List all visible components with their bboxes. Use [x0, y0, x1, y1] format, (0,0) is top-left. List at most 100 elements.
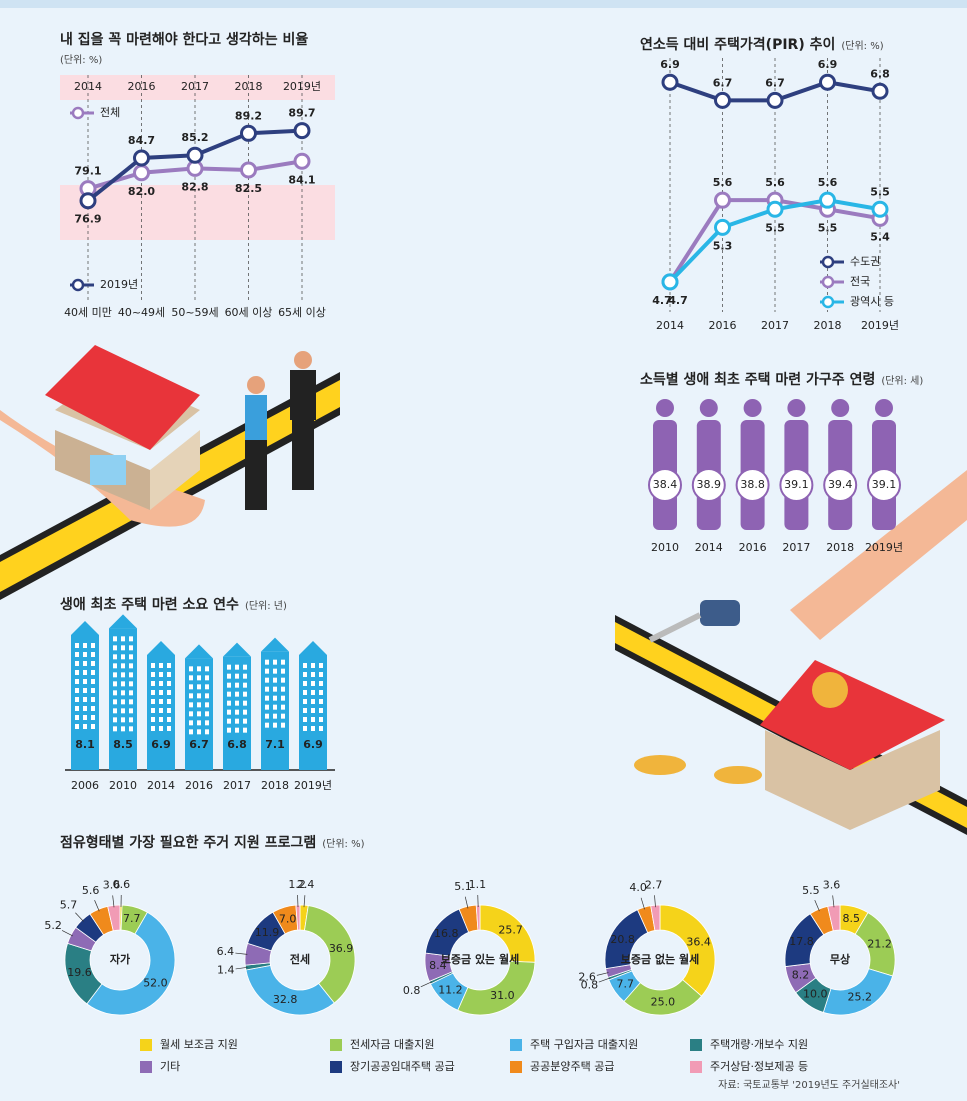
- window: [205, 693, 209, 699]
- window: [113, 681, 117, 687]
- window: [75, 643, 79, 648]
- header-band: [60, 75, 335, 100]
- window: [235, 727, 239, 733]
- window: [235, 691, 239, 697]
- leader-line: [464, 896, 469, 909]
- window: [129, 645, 133, 651]
- window: [167, 699, 171, 704]
- window: [319, 708, 323, 713]
- legend-marker: [821, 255, 835, 269]
- x-tick-label: 2017: [761, 319, 789, 332]
- window: [243, 673, 247, 679]
- window: [129, 690, 133, 696]
- window: [159, 708, 163, 713]
- data-label: 7.1: [265, 738, 285, 751]
- window: [90, 455, 126, 485]
- data-label: 25.0: [651, 995, 676, 1008]
- label-badge: [735, 468, 770, 502]
- bar-roof: [261, 637, 289, 652]
- x-tick-label: 2016: [739, 541, 767, 554]
- window: [83, 697, 87, 702]
- header-label: 2017: [181, 80, 209, 93]
- data-label: 6.7: [189, 738, 209, 751]
- donut-segment: [659, 904, 716, 997]
- bar-roof: [71, 621, 99, 635]
- donut-segment: [475, 904, 481, 931]
- window: [227, 718, 231, 724]
- window: [151, 690, 155, 695]
- window: [281, 677, 285, 683]
- window: [197, 675, 201, 681]
- chart-subtitle: (단위: %): [322, 837, 364, 850]
- window: [189, 729, 193, 735]
- data-label: 6.4: [217, 945, 235, 958]
- data-label: 36.4: [686, 935, 711, 948]
- window: [235, 664, 239, 670]
- data-label: 11.2: [438, 984, 463, 997]
- x-tick-label: 2006: [71, 779, 99, 792]
- window: [83, 715, 87, 720]
- data-label: 5.1: [454, 880, 472, 893]
- point: [766, 91, 784, 109]
- data-label: 25.2: [848, 991, 873, 1004]
- data-label: 79.1: [74, 165, 101, 178]
- bar: [71, 635, 99, 770]
- x-tick-label: 40세 미만: [64, 306, 112, 319]
- donut-segment: [107, 904, 121, 932]
- window: [121, 654, 125, 660]
- leader-line: [814, 899, 820, 912]
- window: [273, 695, 277, 701]
- person: [245, 440, 267, 510]
- window: [113, 708, 117, 714]
- data-label: 4.7: [652, 294, 672, 307]
- window: [205, 720, 209, 726]
- window: [235, 709, 239, 715]
- data-label: 4.0: [629, 881, 647, 894]
- legend-label: 2019년: [100, 278, 138, 291]
- window: [311, 726, 315, 731]
- window: [91, 724, 95, 729]
- data-label: 6.9: [303, 738, 323, 751]
- window: [273, 686, 277, 692]
- house-wall: [150, 430, 200, 510]
- window: [197, 720, 201, 726]
- window: [121, 726, 125, 732]
- window: [167, 708, 171, 713]
- point: [186, 146, 204, 164]
- window: [75, 670, 79, 675]
- window: [83, 679, 87, 684]
- donut-segment: [86, 911, 176, 1016]
- window: [243, 664, 247, 670]
- data-label: 3.6: [823, 878, 841, 891]
- header-label: 2016: [128, 80, 156, 93]
- window: [227, 727, 231, 733]
- window: [311, 672, 315, 677]
- window: [159, 717, 163, 722]
- window: [189, 666, 193, 672]
- window: [91, 652, 95, 657]
- data-label: 21.2: [867, 938, 892, 951]
- data-label: 6.8: [227, 738, 247, 751]
- data-label: 10.0: [803, 988, 828, 1001]
- window: [151, 663, 155, 668]
- window: [159, 690, 163, 695]
- leader-line: [598, 977, 611, 983]
- point: [714, 91, 731, 109]
- person-head: [247, 376, 265, 394]
- source: 자료: 국토교통부 '2019년도 주거실태조사': [718, 1079, 900, 1091]
- window: [319, 690, 323, 695]
- legend-swatch: [140, 1061, 152, 1073]
- data-label: 5.6: [82, 884, 100, 897]
- window: [167, 672, 171, 677]
- window: [83, 661, 87, 666]
- window: [159, 672, 163, 677]
- window: [151, 699, 155, 704]
- window: [265, 659, 269, 665]
- figure-head: [875, 399, 893, 417]
- window: [281, 668, 285, 674]
- data-label: 5.5: [765, 221, 785, 234]
- data-label: 0.8: [403, 984, 421, 997]
- bar-roof: [223, 642, 251, 657]
- chart-title: 연소득 대비 주택가격(PIR) 추이: [640, 36, 835, 53]
- window: [167, 681, 171, 686]
